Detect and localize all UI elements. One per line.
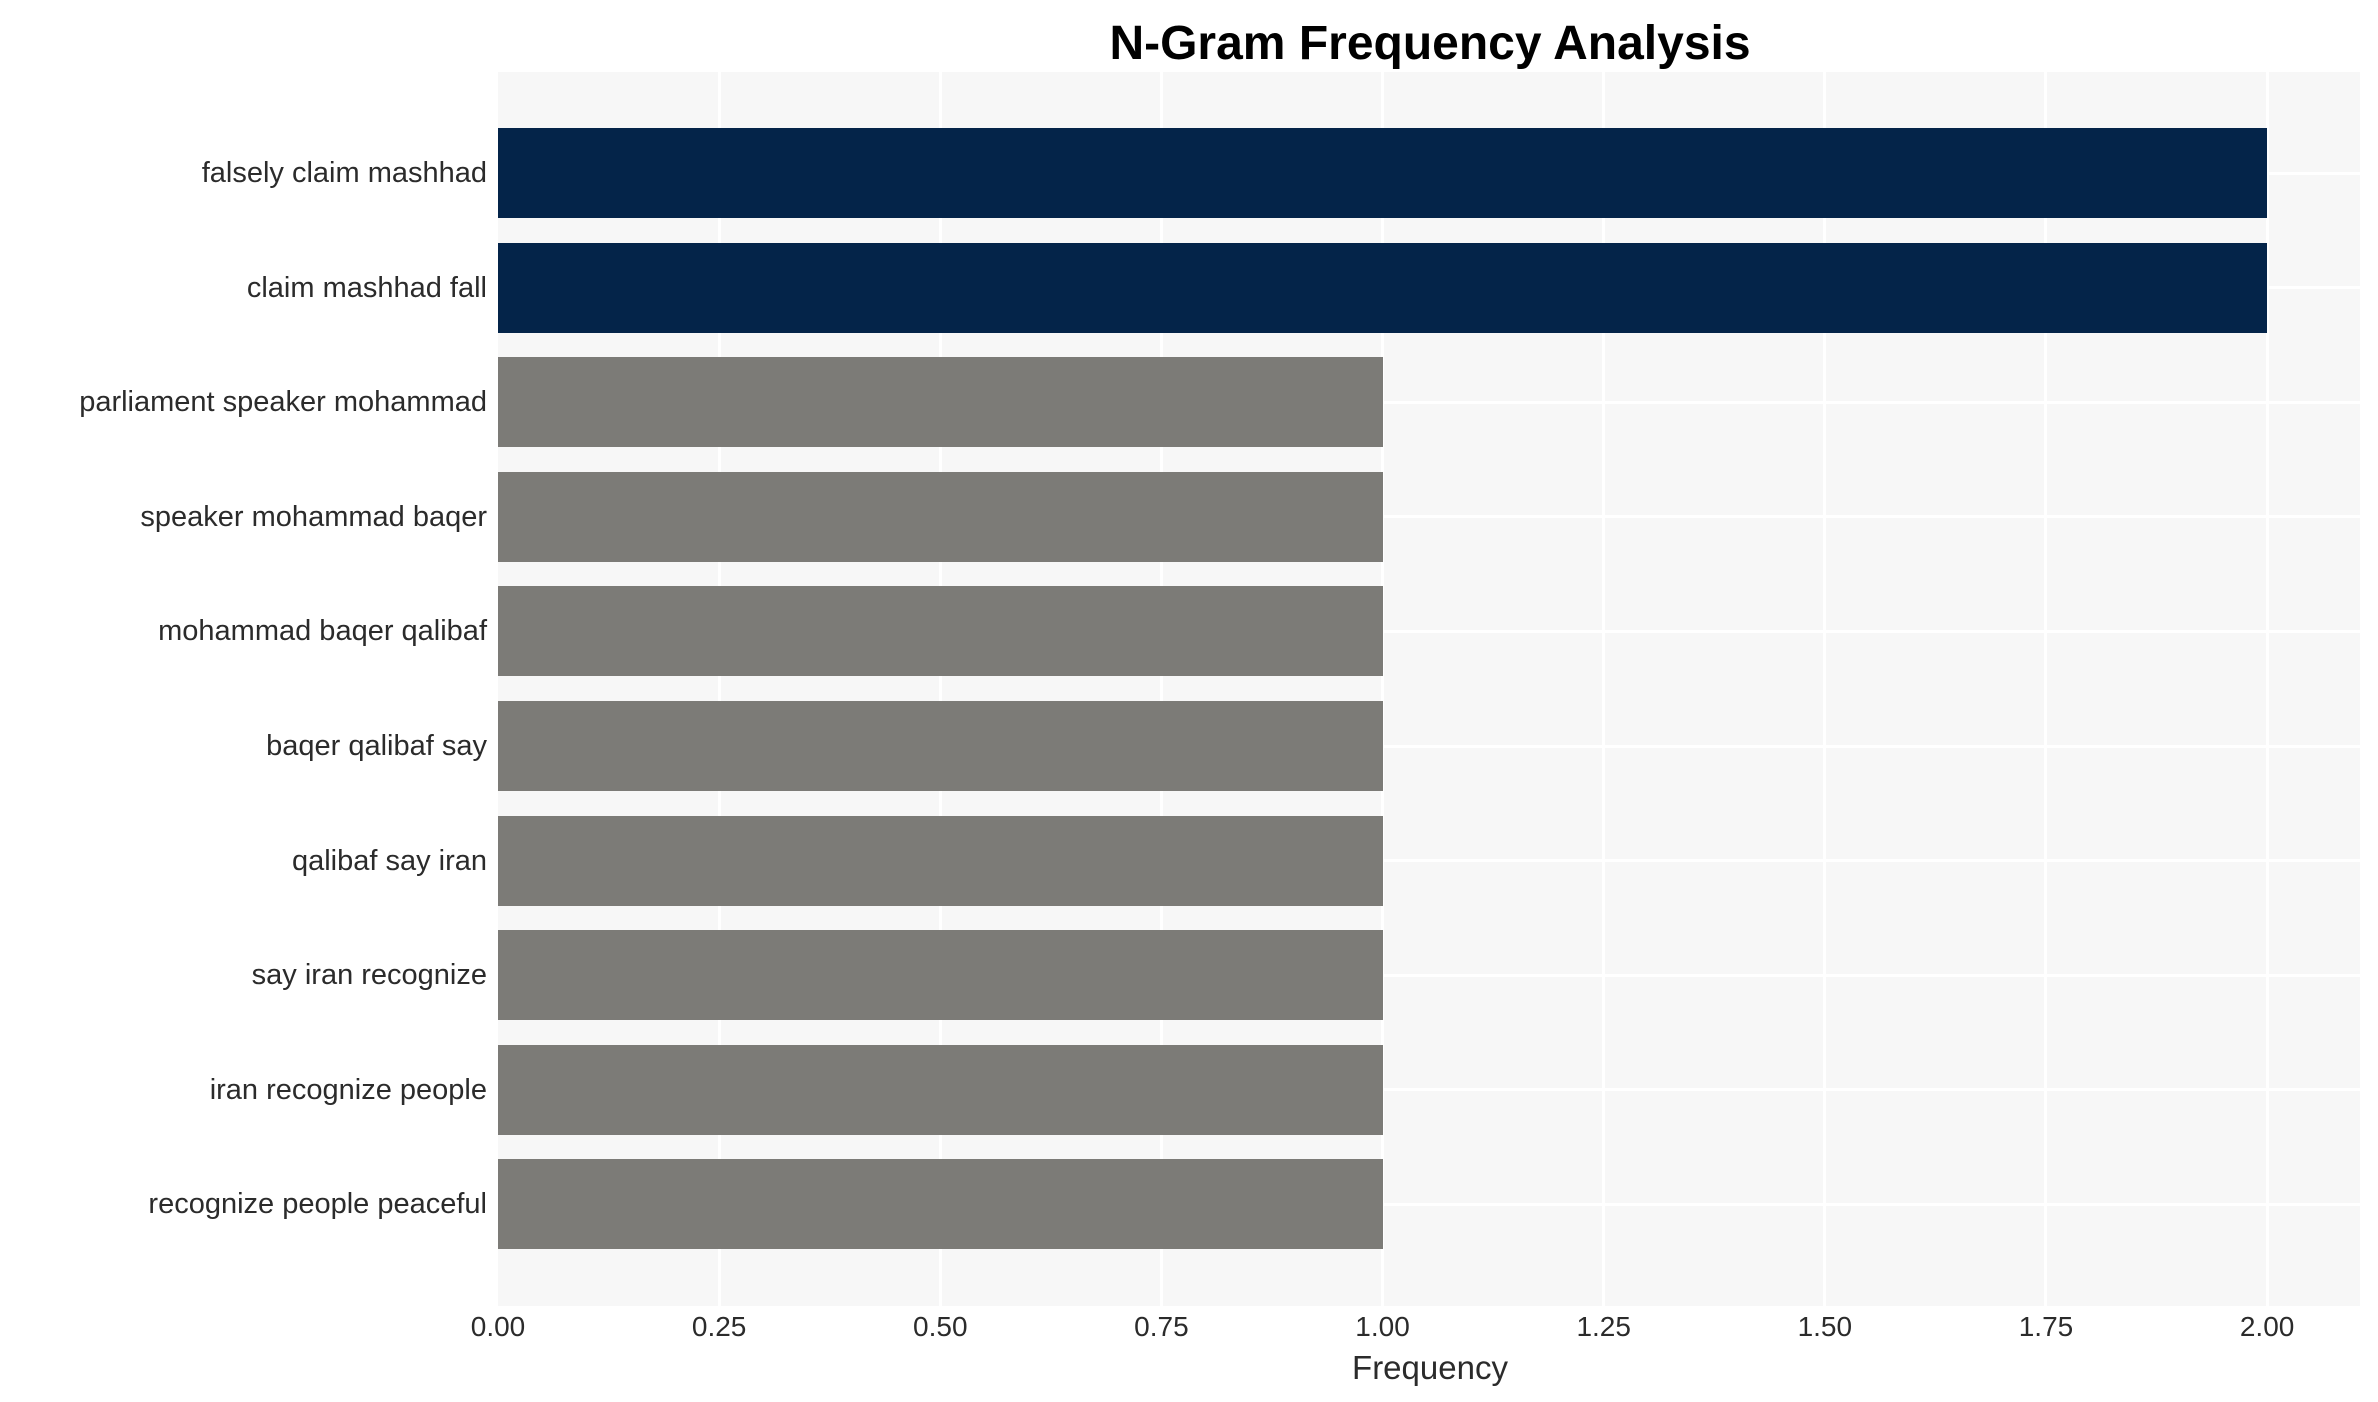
x-tick-label-1.75: 1.75	[2018, 1311, 2074, 1342]
y-tick-label: qalibaf say iran	[291, 844, 487, 877]
h-gridline	[498, 973, 2360, 977]
y-tick-label: recognize people peaceful	[148, 1188, 487, 1221]
bar-baqer-qalibaf-say	[498, 701, 1383, 791]
v-gridline-1.75	[2044, 72, 2048, 1306]
h-gridline	[498, 744, 2360, 748]
bar-say-iran-recognize	[498, 930, 1383, 1021]
x-tick-label-1.25: 1.25	[1576, 1311, 1631, 1342]
plot-area	[498, 72, 2360, 1306]
bar-recognize-people-peaceful	[498, 1159, 1383, 1250]
v-gridline-0.75	[1159, 72, 1163, 1306]
v-gridline-0.25	[717, 72, 721, 1306]
h-gridline	[498, 629, 2360, 633]
y-tick-label: claim mashhad fall	[246, 271, 487, 304]
x-tick-label-0.75: 0.75	[1134, 1311, 1189, 1342]
x-axis-title: Frequency	[1352, 1349, 1508, 1386]
v-gridline-1.00	[1381, 72, 1385, 1306]
bar-qalibaf-say-iran	[498, 815, 1383, 906]
bar-falsely-claim-mashhad	[498, 128, 2268, 218]
bar-speaker-mohammad-baqer	[498, 471, 1383, 562]
bar-parliament-speaker-mohammad	[498, 357, 1383, 448]
y-tick-label: speaker mohammad baqer	[140, 500, 487, 533]
x-tick-label-2.00: 2.00	[2239, 1311, 2295, 1342]
y-tick-label: say iran recognize	[251, 959, 487, 992]
x-tick-label-1.50: 1.50	[1797, 1311, 1853, 1342]
x-tick-label-0.00: 0.00	[470, 1311, 526, 1342]
h-gridline	[498, 1202, 2360, 1206]
bar-mohammad-baqer-qalibaf	[498, 586, 1383, 677]
v-gridline-0.50	[938, 72, 942, 1306]
y-tick-label: mohammad baqer qalibaf	[158, 615, 487, 648]
x-tick-label-0.50: 0.50	[913, 1311, 968, 1342]
v-gridline-1.25	[1602, 72, 1606, 1306]
x-tick-label-1.00: 1.00	[1355, 1311, 1410, 1342]
bar-claim-mashhad-fall	[498, 242, 2268, 333]
h-gridline	[498, 1088, 2360, 1092]
h-gridline	[498, 400, 2360, 404]
h-gridline	[498, 859, 2360, 863]
chart-title: N-Gram Frequency Analysis	[1109, 17, 1751, 70]
v-gridline-2.00	[2265, 72, 2269, 1306]
y-tick-label: baqer qalibaf say	[266, 730, 487, 762]
bar-iran-recognize-people	[498, 1044, 1383, 1135]
v-gridline-1.50	[1823, 72, 1827, 1306]
x-tick-label-0.25: 0.25	[691, 1311, 747, 1342]
y-tick-label: iran recognize people	[209, 1073, 487, 1106]
y-tick-label: parliament speaker mohammad	[79, 386, 487, 419]
h-gridline	[498, 515, 2360, 519]
y-tick-label: falsely claim mashhad	[201, 157, 487, 189]
